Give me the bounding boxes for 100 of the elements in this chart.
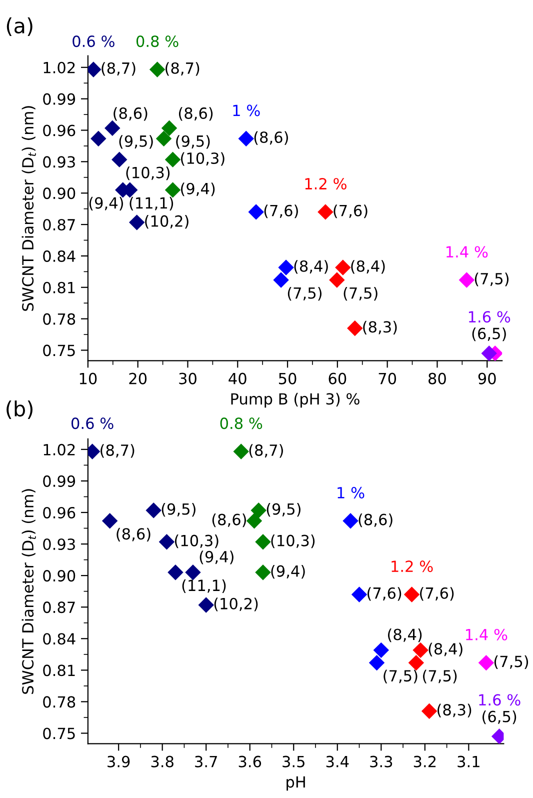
- series-label: 1.4 %: [446, 246, 488, 258]
- annotation: (6,5): [482, 710, 516, 724]
- point: [404, 586, 420, 602]
- annotation: (8,7): [102, 62, 136, 76]
- point: [156, 130, 172, 146]
- annotation: (8,6): [212, 514, 246, 528]
- y-axis-title: SWCNT Diameter (D$_{t}$) (nm): [22, 106, 36, 311]
- annotation: (11,1): [182, 579, 226, 593]
- annotation: (8,7): [249, 444, 283, 458]
- x-tick-label: 90: [478, 372, 496, 384]
- point: [368, 654, 385, 671]
- x-tick-label: 60: [328, 372, 346, 384]
- point: [250, 502, 266, 518]
- point: [255, 534, 271, 550]
- x-tick-label: 3.3: [370, 756, 392, 768]
- annotation: (8,4): [428, 642, 462, 656]
- y-tick-label: 0.96: [43, 124, 76, 136]
- annotation: (9,5): [266, 503, 300, 517]
- point: [347, 320, 363, 336]
- y-tick-label: 0.78: [43, 696, 76, 708]
- x-tick-label: 70: [378, 372, 396, 384]
- point: [102, 513, 118, 529]
- y-tick-label: 1.02: [44, 62, 75, 74]
- annotation: (8,6): [114, 107, 148, 121]
- annotation: (7,5): [474, 272, 509, 286]
- point: [112, 152, 128, 168]
- chart-title: (b): [6, 400, 32, 420]
- point: [149, 62, 166, 78]
- x-tick-label: 3.5: [282, 756, 304, 768]
- series-label: 0.8 %: [220, 418, 262, 430]
- annotation: (10,3): [174, 534, 218, 548]
- point: [238, 130, 254, 146]
- annotation: (8,7): [166, 62, 200, 76]
- x-axis-title: pH: [286, 776, 305, 791]
- annotation: (9,5): [176, 135, 210, 149]
- annotation: (10,2): [214, 598, 258, 612]
- point: [146, 502, 162, 518]
- point: [478, 654, 494, 671]
- annotation: (9,5): [162, 503, 196, 517]
- annotation: (8,6): [254, 131, 288, 145]
- point: [408, 654, 424, 671]
- annotation: (8,4): [388, 628, 422, 642]
- x-tick-label: 10: [80, 372, 97, 384]
- annotation: (8,3): [438, 704, 472, 718]
- series-label: 0.6 %: [71, 418, 114, 430]
- point: [164, 152, 181, 168]
- annotation: (7,6): [334, 204, 368, 218]
- series-label: 1.6 %: [479, 694, 520, 706]
- annotation: (7,5): [384, 670, 418, 684]
- annotation: (9,5): [119, 135, 153, 149]
- series-label: 0.6 %: [72, 36, 114, 48]
- annotation: (10,3): [126, 166, 170, 180]
- annotation: (9,4): [89, 196, 123, 211]
- x-tick-label: 3.9: [108, 756, 130, 768]
- point: [185, 564, 201, 580]
- y-tick-label: 0.87: [43, 218, 75, 231]
- annotation: (7,5): [423, 670, 457, 684]
- annotation: (7,6): [368, 587, 402, 601]
- point: [168, 564, 184, 580]
- point: [233, 444, 249, 460]
- series-label: 1 %: [233, 104, 260, 116]
- series-label: 1.2 %: [392, 560, 433, 572]
- x-axis-title: Pump B (pH 3) %: [231, 392, 360, 408]
- point: [90, 130, 106, 146]
- point: [164, 182, 181, 198]
- y-tick-label: 0.87: [43, 602, 75, 614]
- annotation: (7,5): [288, 286, 322, 301]
- annotation: (7,5): [494, 655, 528, 670]
- y-tick-label: 0.90: [43, 570, 76, 582]
- point: [198, 597, 214, 613]
- point: [335, 260, 351, 276]
- point: [318, 204, 334, 220]
- annotation: (8,6): [116, 528, 150, 542]
- x-tick-label: 3.8: [151, 756, 174, 768]
- annotation: (9,4): [271, 565, 305, 579]
- y-tick-label: 0.93: [43, 156, 75, 168]
- y-axis-title: SWCNT Diameter (D$_{t}$) (nm): [22, 489, 36, 694]
- point: [161, 120, 178, 136]
- y-tick-label: 0.84: [43, 250, 76, 262]
- x-tick-label: 3.4: [326, 756, 349, 768]
- annotation: (10,3): [271, 534, 315, 548]
- point: [351, 586, 368, 602]
- annotation: (8,7): [100, 444, 134, 458]
- point: [329, 272, 345, 288]
- series-label: 1.4 %: [466, 628, 508, 640]
- annotation: (11,1): [130, 196, 174, 211]
- annotation: (8,4): [294, 260, 328, 274]
- y-tick-label: 0.78: [43, 313, 76, 325]
- series-label: 1.6 %: [468, 311, 510, 323]
- y-tick-label: 0.75: [43, 728, 75, 740]
- y-tick-label: 0.81: [43, 664, 75, 676]
- annotation: (9,4): [181, 182, 215, 196]
- point: [158, 534, 175, 550]
- point: [481, 346, 497, 361]
- point: [278, 260, 294, 276]
- point: [273, 272, 289, 288]
- annotation: (10,2): [145, 215, 188, 229]
- point: [373, 642, 390, 658]
- annotation: (8,6): [178, 107, 213, 121]
- y-tick-label: 1.02: [44, 444, 75, 456]
